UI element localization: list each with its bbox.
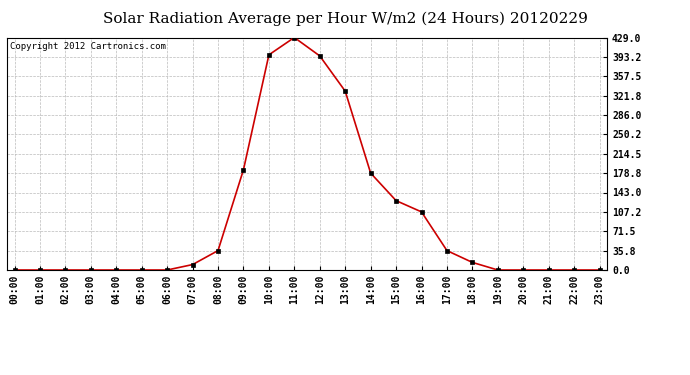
Text: Solar Radiation Average per Hour W/m2 (24 Hours) 20120229: Solar Radiation Average per Hour W/m2 (2…	[103, 11, 587, 26]
Text: Copyright 2012 Cartronics.com: Copyright 2012 Cartronics.com	[10, 42, 166, 51]
